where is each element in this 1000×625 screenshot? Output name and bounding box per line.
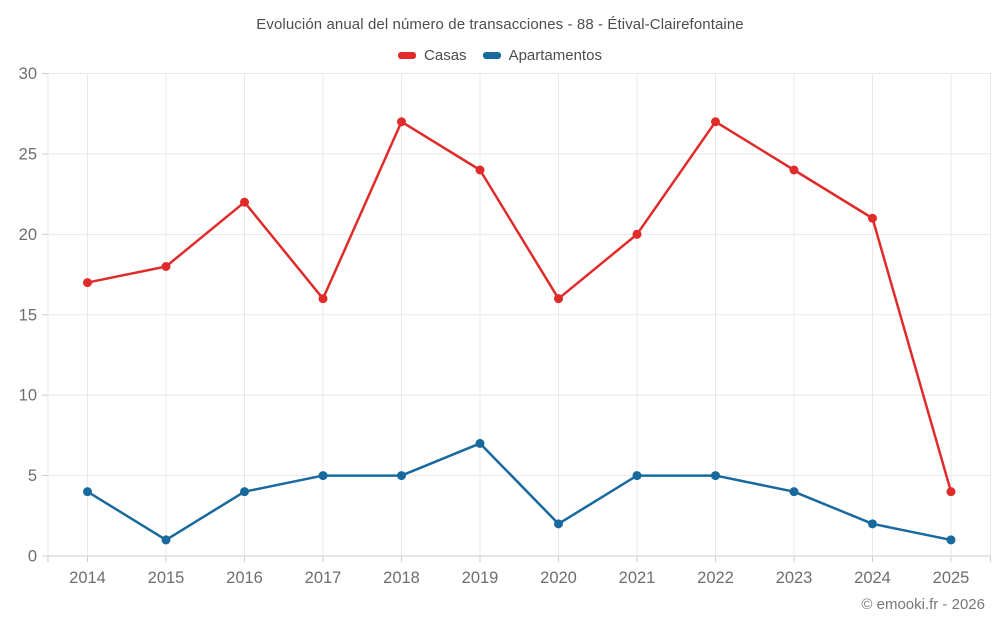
y-axis-label: 5 [28, 467, 37, 485]
x-axis-label: 2021 [619, 569, 656, 587]
y-axis-label: 15 [19, 306, 37, 324]
y-axis-label: 0 [28, 548, 37, 566]
data-point-casas-2021[interactable] [632, 229, 642, 239]
data-point-casas-2019[interactable] [475, 165, 485, 175]
data-point-apartamentos-2016[interactable] [240, 487, 249, 497]
x-axis-label: 2018 [383, 569, 420, 587]
data-point-apartamentos-2018[interactable] [397, 471, 406, 481]
y-axis-label: 25 [19, 145, 37, 163]
legend-swatch-casas-icon [398, 52, 417, 59]
y-axis-label: 10 [19, 387, 37, 405]
series-line-apartamentos [86, 442, 953, 542]
x-axis-label: 2015 [148, 569, 185, 587]
series-line-casas [86, 120, 953, 493]
data-point-casas-2016[interactable] [240, 197, 249, 207]
legend: Casas Apartamentos [0, 47, 1000, 64]
data-point-apartamentos-2022[interactable] [711, 471, 720, 481]
data-point-casas-2017[interactable] [318, 294, 328, 304]
x-axis-label: 2023 [776, 569, 813, 587]
data-point-apartamentos-2023[interactable] [789, 487, 799, 497]
legend-label-casas: Casas [424, 47, 467, 64]
data-point-casas-2018[interactable] [397, 117, 406, 127]
data-point-casas-2023[interactable] [789, 165, 799, 175]
data-point-casas-2014[interactable] [83, 278, 92, 288]
data-point-casas-2024[interactable] [868, 213, 877, 223]
chart-title: Evolución anual del número de transaccio… [256, 16, 744, 33]
data-point-casas-2022[interactable] [711, 117, 720, 127]
data-point-apartamentos-2017[interactable] [318, 471, 328, 481]
legend-label-apartamentos: Apartamentos [508, 47, 602, 64]
legend-swatch-apartamentos-icon [482, 52, 501, 59]
legend-item-apartamentos[interactable]: Apartamentos [482, 47, 602, 64]
data-point-apartamentos-2020[interactable] [554, 519, 563, 529]
data-point-apartamentos-2021[interactable] [632, 471, 642, 481]
y-axis-label: 20 [19, 226, 37, 244]
footer-credit: © emooki.fr - 2026 [861, 596, 985, 613]
x-axis-label: 2025 [933, 569, 970, 587]
data-point-apartamentos-2015[interactable] [161, 535, 171, 545]
x-axis-label: 2019 [462, 569, 499, 587]
x-axis-label: 2016 [226, 569, 263, 587]
x-axis-label: 2014 [69, 569, 106, 587]
x-axis-label: 2017 [305, 569, 342, 587]
x-axis-label: 2022 [697, 569, 734, 587]
data-point-casas-2020[interactable] [554, 294, 563, 304]
data-point-casas-2025[interactable] [946, 487, 956, 497]
data-point-casas-2015[interactable] [161, 262, 171, 271]
data-point-apartamentos-2024[interactable] [868, 519, 877, 529]
x-axis-label: 2024 [854, 569, 891, 587]
legend-item-casas[interactable]: Casas [398, 47, 467, 64]
data-point-apartamentos-2014[interactable] [83, 487, 92, 497]
data-point-apartamentos-2025[interactable] [946, 535, 956, 545]
x-axis-label: 2020 [540, 569, 577, 587]
data-point-apartamentos-2019[interactable] [475, 438, 485, 448]
y-axis-label: 30 [19, 65, 37, 83]
